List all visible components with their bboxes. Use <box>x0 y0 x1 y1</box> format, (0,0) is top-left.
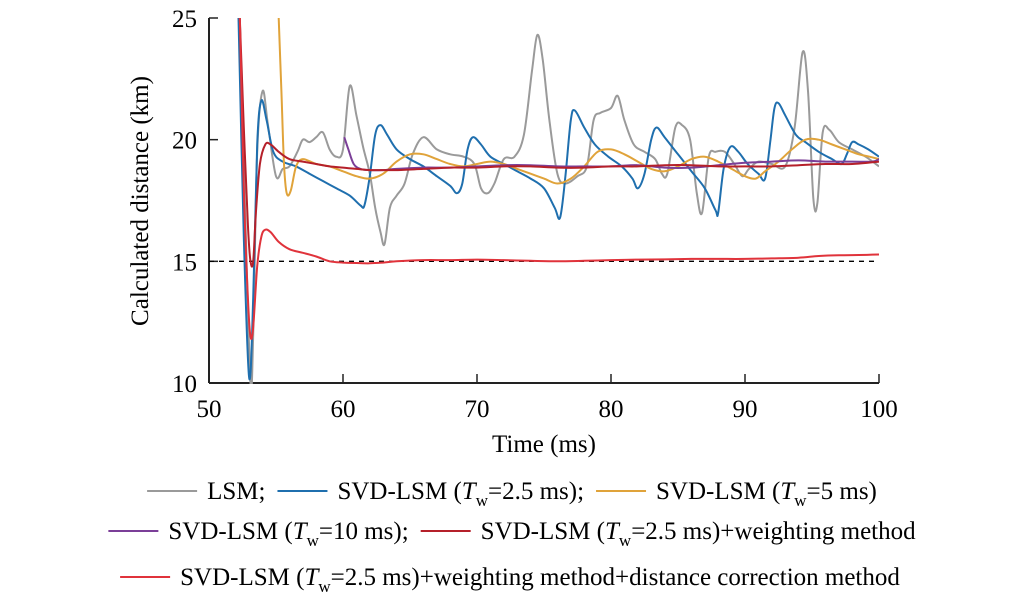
x-tick-label: 70 <box>465 396 490 423</box>
x-tick-label: 60 <box>331 396 356 423</box>
x-tick-label: 50 <box>197 396 222 423</box>
y-tick-label: 10 <box>172 371 197 398</box>
legend-label: LSM; <box>207 478 265 505</box>
y-tick-label: 25 <box>172 6 197 33</box>
tick-labels: 50 60 70 80 90 100 10 15 20 25 <box>172 6 898 423</box>
axes <box>208 17 880 384</box>
y-axis-label: Calculated distance (km) <box>127 76 154 326</box>
legend-label: SVD-LSM (Tw=5 ms) <box>656 478 877 510</box>
series-line-2 <box>237 18 879 381</box>
y-tick-label: 20 <box>172 128 197 155</box>
x-axis-label: Time (ms) <box>492 431 596 458</box>
legend-label: SVD-LSM (Tw=2.5 ms)+weighting method+dis… <box>180 564 900 596</box>
x-tick-label: 90 <box>733 396 758 423</box>
legend-row-2: SVD-LSM (Tw=10 ms); SVD-LSM (Tw=2.5 ms)+w… <box>108 518 916 550</box>
legend-row-1: LSM; SVD-LSM (Tw=2.5 ms); SVD-LSM (Tw=5 ms… <box>147 478 877 510</box>
legend-label: SVD-LSM (Tw=2.5 ms)+weighting method <box>481 518 916 550</box>
series-line-5 <box>238 18 879 268</box>
x-tick-label: 80 <box>599 396 624 423</box>
y-tick-label: 15 <box>172 249 197 276</box>
legend: LSM; SVD-LSM (Tw=2.5 ms); SVD-LSM (Tw=5 ms… <box>108 478 916 596</box>
series-group <box>237 18 879 384</box>
series-line-1 <box>238 18 879 384</box>
legend-label: SVD-LSM (Tw=10 ms); <box>168 518 408 550</box>
x-tick-label: 100 <box>860 396 898 423</box>
legend-row-3: SVD-LSM (Tw=2.5 ms)+weighting method+dis… <box>120 564 900 596</box>
series-line-6 <box>238 18 879 340</box>
legend-label: SVD-LSM (Tw=2.5 ms); <box>337 478 584 510</box>
